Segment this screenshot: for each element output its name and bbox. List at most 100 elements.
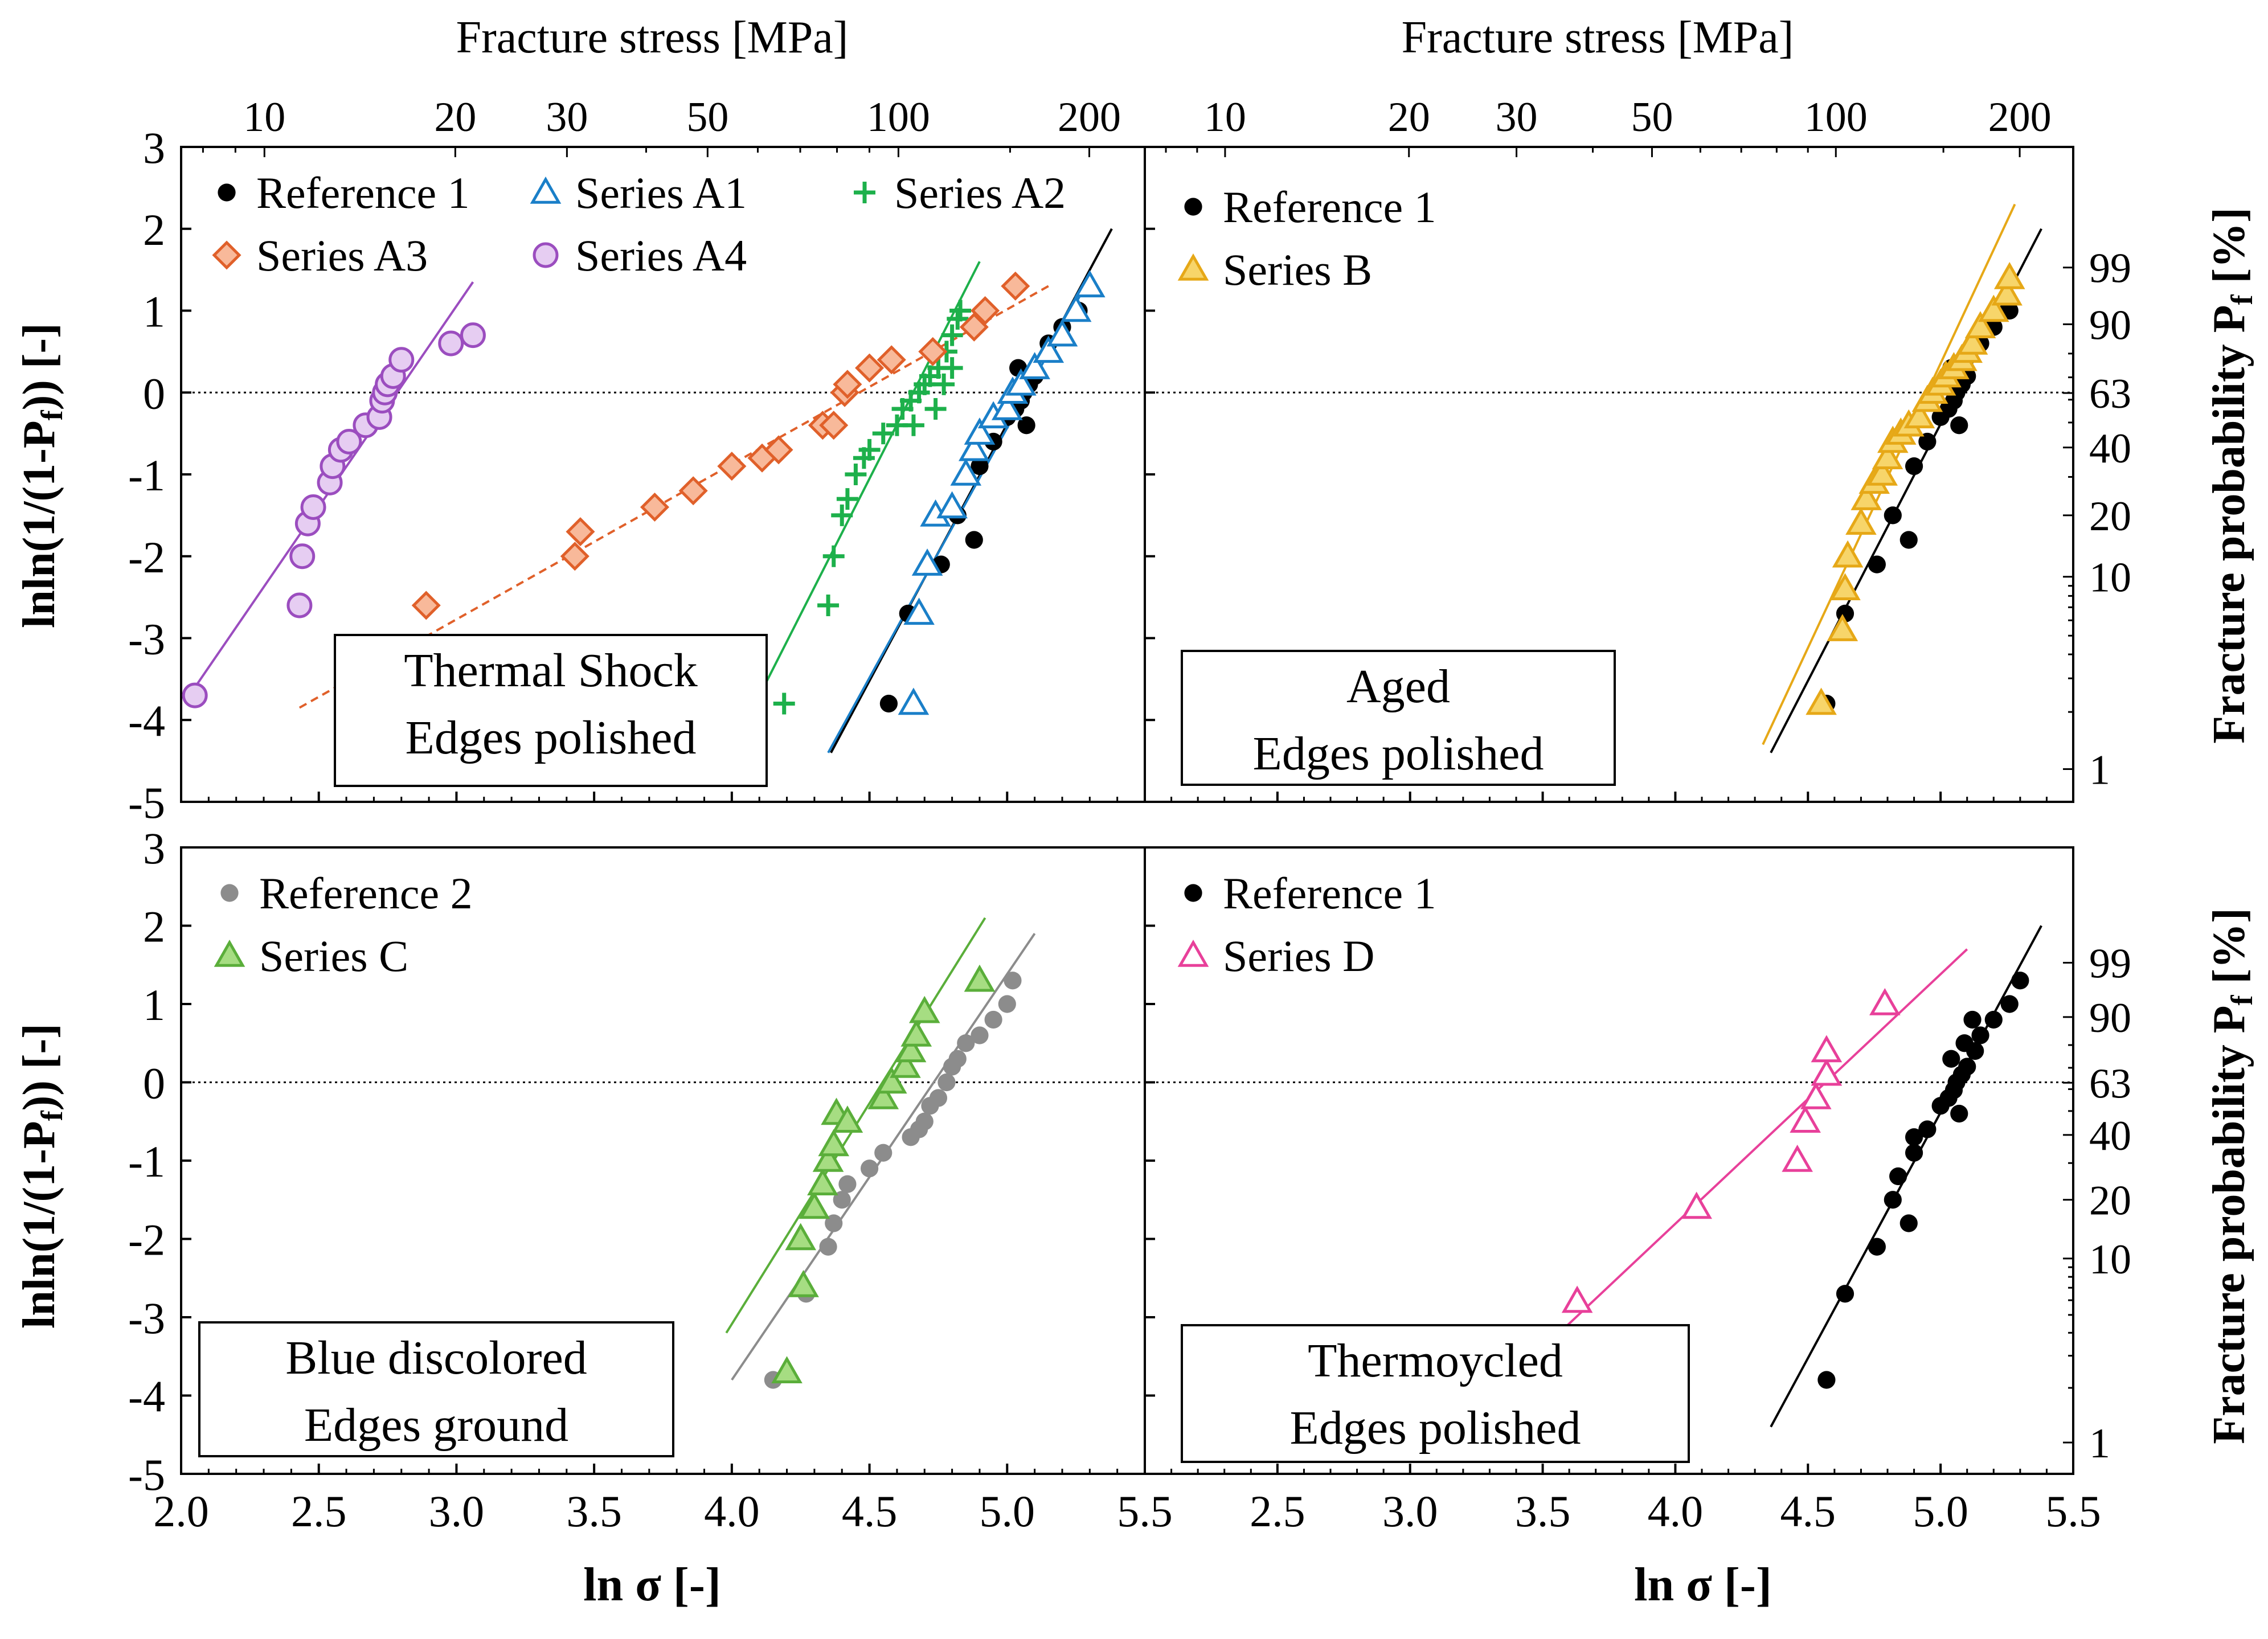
data-point-dot [874,1144,893,1162]
legend-entry: Reference 1 [1184,868,1436,918]
data-point-dot [1836,1285,1854,1303]
plot-area [725,917,1036,1389]
data-point-dot [1817,1371,1836,1389]
legend-entry: Series B [1177,245,1372,294]
data-point-triangle [1827,614,1858,641]
data-point-triangle [799,1191,830,1219]
x-tick-label: 4.5 [842,1486,898,1536]
y-right-label-sub: f [2225,294,2259,305]
data-point-triangle [1790,1105,1821,1133]
data-point-dot [1918,432,1937,451]
data-point-dot [1884,1191,1902,1209]
data-point-triangle [214,939,245,967]
data-point-triangle [950,458,982,486]
x-tick-label: 3.0 [1382,1486,1438,1536]
data-point-circle [286,592,313,618]
annotation-line: Blue discolored [285,1331,587,1384]
data-point-dot [1950,1104,1968,1123]
plot-area [182,228,1113,762]
series-series-a1 [898,270,1106,715]
data-point-triangle [903,597,935,625]
data-point-dot [971,1026,989,1044]
data-point-diamond [560,542,589,571]
data-point-triangle [1903,401,1935,429]
x-tick-label: 4.0 [704,1486,760,1536]
data-point-triangle [1845,507,1877,535]
data-point-triangle [1851,483,1882,510]
data-point-dot [1184,884,1202,902]
data-point-dot [1889,1167,1907,1186]
legend-label: Series A4 [575,231,747,280]
data-point-circle [533,242,559,268]
legend-label: Series B [1223,245,1372,294]
legend-entry: Series D [1177,931,1374,981]
y-label-main: lnln(1/(1-P [14,420,64,628]
series-series-b [1806,261,2025,715]
series-series-d [1561,988,1901,1313]
data-point-triangle [818,1129,850,1157]
series-series-a4 [182,322,486,708]
data-point-diamond [918,337,948,366]
y-tick-label: 0 [143,368,165,418]
annotation-box [198,1321,674,1457]
y-axis-title-top-right: Fracture probability Pf [%] [2204,207,2259,744]
y-label-main: lnln(1/(1-P [14,1121,64,1328]
annotation-line: Edges polished [406,711,697,764]
data-point-circle [388,347,415,373]
y-right-label-main: Fracture probability P [2204,305,2254,743]
y-tick-label: -5 [128,778,165,827]
data-point-circle [336,429,362,454]
right-tick-label: 10 [2089,1236,2131,1283]
data-point-dot [1004,972,1022,990]
right-tick-label: 99 [2089,941,2131,988]
data-point-circle [438,330,464,357]
data-point-dot [971,457,989,476]
data-point-triangle [771,1356,803,1383]
legend-label: Series A1 [575,168,747,218]
data-point-triangle [807,1168,838,1195]
data-point-triangle [1782,1144,1813,1172]
top-tick-label: 10 [1204,94,1246,141]
data-point-triangle [530,176,562,204]
data-point-triangle [890,1050,921,1078]
y-label-sub: f [35,1110,69,1121]
plot-area [1762,203,2042,753]
data-point-dot [1958,1058,1976,1076]
data-point-triangle [908,995,940,1023]
data-point-triangle [1829,573,1861,600]
data-point-dot [1971,1026,1989,1044]
data-point-dot [965,531,983,549]
panel-aged: 10 20 30 50 100 200 99 90 63 40 20 10 1 Reference 1 Se… [1144,94,2131,803]
y-tick-label: -1 [128,1137,165,1186]
data-point-diamond [764,435,793,465]
data-point-dot [1963,1010,1982,1029]
right-tick-label: 90 [2089,302,2131,349]
right-tick-label: 20 [2089,493,2131,540]
x-tick-label: 4.0 [1648,1486,1704,1536]
y-tick-label: -4 [128,696,165,745]
top-axis-title-left: Fracture stress [MPa] [456,13,849,63]
data-point-dot [1868,555,1886,573]
y-right-label-sub: f [2225,994,2259,1005]
legend-entry: Series A3 [212,231,428,280]
top-tick-label: 200 [1988,94,2052,141]
data-point-triangle [1872,442,1903,469]
x-tick-label: 3.5 [566,1486,622,1536]
data-point-triangle [1046,319,1078,347]
x-tick-label: 2.0 [153,1486,209,1536]
annotation-box [334,634,768,787]
x-axis-title-right: ln σ [-] [1634,1558,1772,1611]
data-point-triangle [1964,311,1996,338]
data-point-dot [1944,392,1963,410]
legend-entry: Series C [214,931,408,981]
data-point-diamond [959,312,989,342]
x-tick-label: 5.5 [1117,1486,1173,1536]
plot-area [1542,925,2042,1428]
top-tick-label: 30 [1496,94,1538,141]
data-point-diamond [833,370,862,399]
right-tick-label: 63 [2089,371,2131,417]
data-point-triangle [867,1081,899,1109]
y-tick-label: -5 [128,1450,165,1499]
annotation-line: Thermoycled [1308,1334,1563,1387]
data-point-dot [1905,457,1923,476]
